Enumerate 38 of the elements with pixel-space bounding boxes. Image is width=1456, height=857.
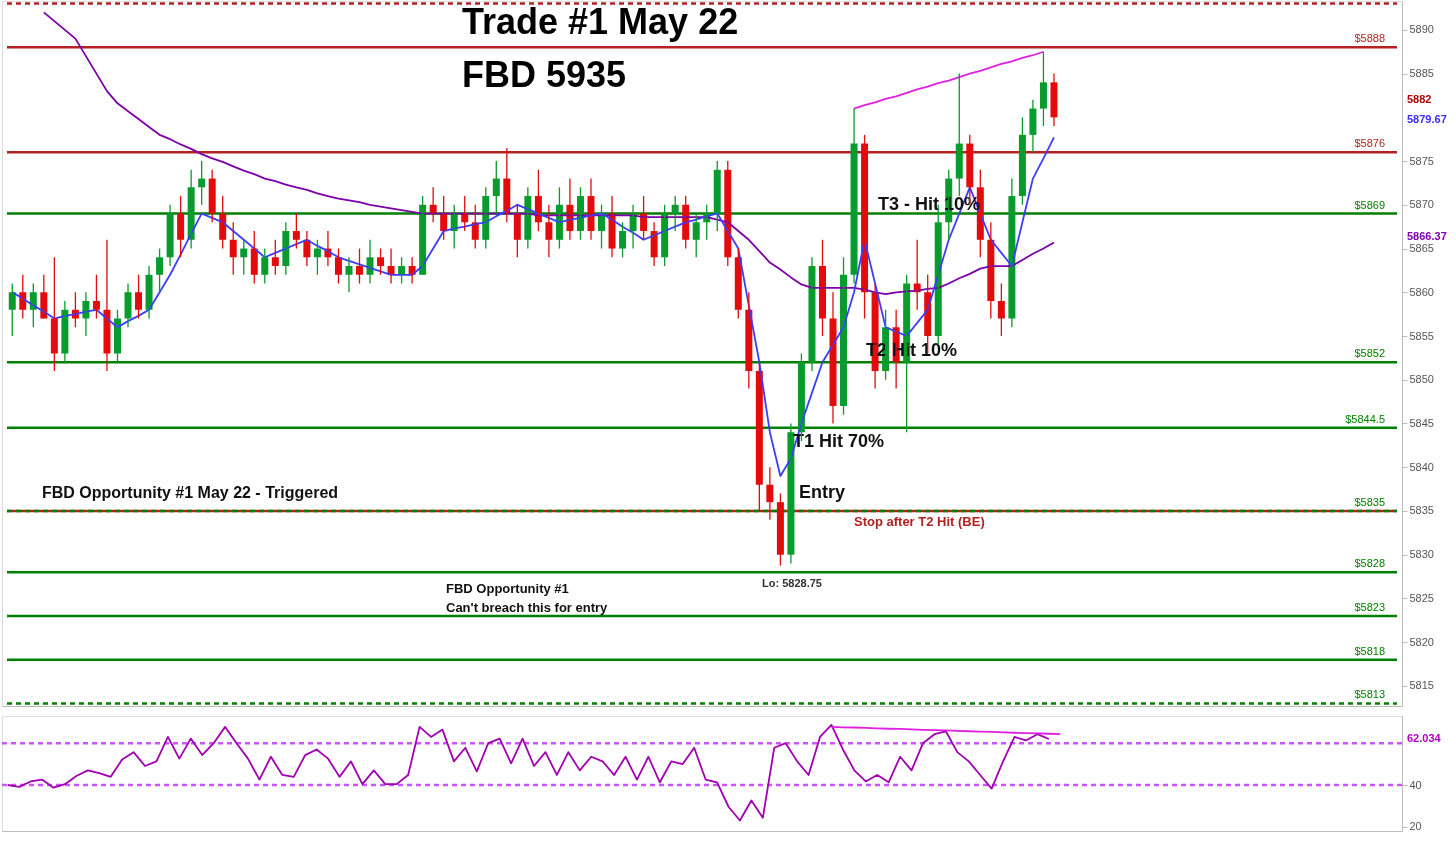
y-tick-label: 5885 <box>1409 67 1434 80</box>
ref-line-label: $5835 <box>1354 495 1385 508</box>
annotation: Entry <box>799 482 846 502</box>
ref-line-label: $5813 <box>1354 688 1385 701</box>
y-tick-label: 5855 <box>1409 329 1434 342</box>
y-tick-label: 40 <box>1409 778 1422 791</box>
y-tick-label: 5845 <box>1409 416 1434 429</box>
y-tick-label: 5860 <box>1409 285 1434 298</box>
text: 5866.37 <box>1407 230 1447 242</box>
ref-line-label: $5823 <box>1354 600 1385 613</box>
text: 62.034 <box>1407 732 1442 744</box>
y-tick-label: 5840 <box>1409 460 1434 473</box>
ref-line-label: $5869 <box>1354 198 1385 211</box>
text: FBD 5935 <box>462 54 627 95</box>
y-tick-label: 5825 <box>1409 591 1434 604</box>
y-tick-label: 5870 <box>1409 198 1434 211</box>
text: 5879.67 <box>1407 113 1447 125</box>
y-tick-label: 5865 <box>1409 242 1434 255</box>
y-tick-label: 5815 <box>1409 679 1434 692</box>
ref-line-label: $5852 <box>1354 347 1385 360</box>
y-tick-label: 20 <box>1409 820 1422 833</box>
y-tick-label: 5830 <box>1409 548 1434 561</box>
ref-line-label: $5888 <box>1354 32 1385 45</box>
ref-line-label: $5876 <box>1354 137 1385 150</box>
y-tick-label: 5875 <box>1409 154 1434 167</box>
annotation: FBD Opportunity #1 Can't breach this for entry <box>446 581 609 615</box>
y-tick-label: 5890 <box>1409 23 1434 36</box>
annotation: Stop after T2 Hit (BE) <box>854 513 985 529</box>
y-tick-label: 5835 <box>1409 504 1434 517</box>
annotation: FBD Opportunity #1 May 22 - Triggered <box>42 484 339 501</box>
chart-title: Trade #1 May 22 <box>462 1 739 42</box>
ref-line-label: $5818 <box>1354 644 1385 657</box>
y-tick-label: 5850 <box>1409 373 1434 386</box>
ref-line-label: $5828 <box>1354 557 1385 570</box>
y-tick-label: 5820 <box>1409 635 1434 648</box>
annotation: Lo: 5828.75 <box>762 576 822 589</box>
ref-line-label: $5844.5 <box>1345 412 1385 425</box>
text: 5882 <box>1407 93 1432 105</box>
